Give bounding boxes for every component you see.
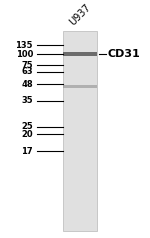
Text: U937: U937 [68, 2, 93, 27]
Text: 48: 48 [21, 80, 33, 89]
Text: 75: 75 [21, 61, 33, 70]
Bar [63, 31, 97, 231]
Text: 35: 35 [21, 96, 33, 105]
Text: 63: 63 [21, 67, 33, 76]
Text: 25: 25 [21, 122, 33, 131]
Text: 20: 20 [21, 130, 33, 139]
Text: 100: 100 [16, 50, 33, 59]
Bar [63, 85, 97, 88]
Text: 17: 17 [21, 147, 33, 156]
Bar [63, 52, 97, 56]
Text: 135: 135 [15, 41, 33, 50]
Text: CD31: CD31 [108, 49, 141, 59]
